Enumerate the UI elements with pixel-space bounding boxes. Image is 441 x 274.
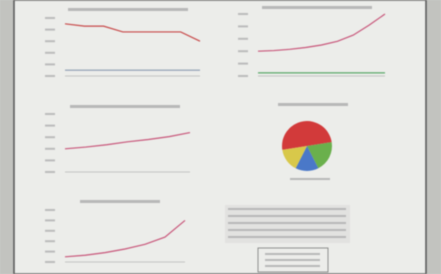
tick-label-blur (45, 17, 55, 19)
tick-label-blur (45, 29, 55, 31)
tick-label-blur (45, 113, 55, 115)
page: (() => { const data = JSON.parse(documen… (0, 0, 441, 274)
tick-label-blur (45, 148, 55, 150)
tick-label-blur (238, 38, 248, 40)
tick-label-blur (45, 136, 55, 138)
tick-label-blur (45, 230, 55, 232)
tick-label-blur (45, 40, 55, 42)
tick-label-blur (238, 50, 248, 52)
tick-label-blur (238, 25, 248, 27)
tick-label-blur (238, 13, 248, 15)
tick-label-blur (45, 209, 55, 211)
photo (0, 0, 441, 274)
tick-label-blur (45, 125, 55, 127)
tick-label-blur (45, 159, 55, 161)
tick-label-blur (45, 52, 55, 54)
tick-label-blur (45, 171, 55, 173)
paper (14, 0, 426, 274)
tick-label-blur (45, 251, 55, 253)
tick-label-blur (45, 240, 55, 242)
tick-label-blur (45, 63, 55, 65)
tick-label-blur (45, 75, 55, 77)
tick-label-blur (45, 219, 55, 221)
tick-label-blur (45, 261, 55, 263)
tick-label-blur (238, 63, 248, 65)
tick-label-blur (238, 75, 248, 77)
